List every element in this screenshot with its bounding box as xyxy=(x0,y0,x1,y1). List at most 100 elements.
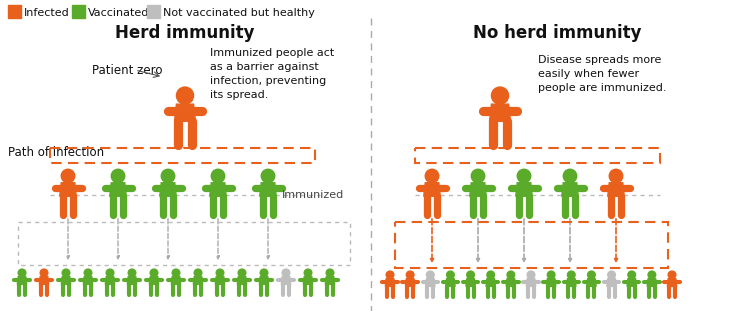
Circle shape xyxy=(260,269,268,277)
Circle shape xyxy=(128,269,136,277)
Polygon shape xyxy=(446,279,455,286)
Circle shape xyxy=(466,271,475,279)
Circle shape xyxy=(386,271,394,279)
Circle shape xyxy=(150,269,158,277)
Circle shape xyxy=(62,269,70,277)
Polygon shape xyxy=(171,277,181,284)
Bar xyxy=(415,148,660,163)
Text: Vaccinated: Vaccinated xyxy=(89,7,150,17)
Polygon shape xyxy=(175,104,196,121)
Circle shape xyxy=(172,269,180,277)
Polygon shape xyxy=(83,277,93,284)
Circle shape xyxy=(106,269,114,277)
Circle shape xyxy=(40,269,48,277)
Polygon shape xyxy=(110,183,126,196)
Circle shape xyxy=(18,269,26,277)
Polygon shape xyxy=(424,183,440,196)
Circle shape xyxy=(194,269,202,277)
Circle shape xyxy=(492,87,509,104)
Bar xyxy=(72,5,86,18)
Circle shape xyxy=(608,271,615,279)
Polygon shape xyxy=(607,279,616,286)
Polygon shape xyxy=(627,279,636,286)
Polygon shape xyxy=(469,183,487,196)
Polygon shape xyxy=(587,279,596,286)
Polygon shape xyxy=(260,183,276,196)
Polygon shape xyxy=(608,183,624,196)
Polygon shape xyxy=(106,277,115,284)
Polygon shape xyxy=(210,183,226,196)
Polygon shape xyxy=(39,277,48,284)
Circle shape xyxy=(648,271,655,279)
Circle shape xyxy=(568,271,575,279)
Text: No herd immunity: No herd immunity xyxy=(472,24,641,42)
Circle shape xyxy=(563,169,577,183)
Polygon shape xyxy=(237,277,247,284)
Circle shape xyxy=(446,271,455,279)
Circle shape xyxy=(588,271,595,279)
Bar xyxy=(50,148,315,163)
Polygon shape xyxy=(405,279,415,286)
Polygon shape xyxy=(17,277,27,284)
Text: Immunized: Immunized xyxy=(282,190,344,200)
Circle shape xyxy=(61,169,74,183)
Polygon shape xyxy=(506,279,516,286)
Circle shape xyxy=(326,269,334,277)
Polygon shape xyxy=(215,277,225,284)
Polygon shape xyxy=(516,183,532,196)
Circle shape xyxy=(112,169,125,183)
Text: Not vaccinated but healthy: Not vaccinated but healthy xyxy=(164,7,315,17)
Bar xyxy=(395,222,668,268)
Polygon shape xyxy=(60,183,76,196)
Circle shape xyxy=(517,169,530,183)
Polygon shape xyxy=(426,279,435,286)
Circle shape xyxy=(304,269,312,277)
Polygon shape xyxy=(562,183,578,196)
Circle shape xyxy=(282,269,290,277)
Circle shape xyxy=(261,169,275,183)
Text: Immunized people act
as a barrier against
infection, preventing
its spread.: Immunized people act as a barrier agains… xyxy=(210,48,334,100)
Circle shape xyxy=(84,269,92,277)
Circle shape xyxy=(548,271,555,279)
Circle shape xyxy=(668,271,676,279)
Circle shape xyxy=(527,271,535,279)
Circle shape xyxy=(426,169,439,183)
Circle shape xyxy=(161,169,175,183)
Bar xyxy=(147,5,161,18)
Polygon shape xyxy=(150,277,158,284)
Polygon shape xyxy=(490,104,510,121)
Circle shape xyxy=(238,269,246,277)
Polygon shape xyxy=(486,279,496,286)
Polygon shape xyxy=(667,279,677,286)
Text: Patient zero: Patient zero xyxy=(92,63,162,77)
Polygon shape xyxy=(546,279,556,286)
Polygon shape xyxy=(304,277,312,284)
Circle shape xyxy=(176,87,193,104)
Polygon shape xyxy=(567,279,576,286)
Polygon shape xyxy=(160,183,176,196)
Text: Disease spreads more
easily when fewer
people are immunized.: Disease spreads more easily when fewer p… xyxy=(538,55,667,93)
Text: Infected: Infected xyxy=(24,7,70,17)
Bar xyxy=(18,222,350,265)
Text: Path of infection: Path of infection xyxy=(8,146,104,159)
Circle shape xyxy=(507,271,515,279)
Circle shape xyxy=(406,271,414,279)
Text: Herd immunity: Herd immunity xyxy=(115,24,254,42)
Circle shape xyxy=(471,169,485,183)
Polygon shape xyxy=(260,277,269,284)
Polygon shape xyxy=(127,277,137,284)
Polygon shape xyxy=(281,277,291,284)
Polygon shape xyxy=(466,279,475,286)
Polygon shape xyxy=(325,277,335,284)
Circle shape xyxy=(609,169,623,183)
Circle shape xyxy=(426,271,434,279)
Circle shape xyxy=(211,169,225,183)
Polygon shape xyxy=(193,277,202,284)
Circle shape xyxy=(628,271,635,279)
Circle shape xyxy=(487,271,495,279)
Polygon shape xyxy=(526,279,536,286)
Bar xyxy=(8,5,21,18)
Polygon shape xyxy=(647,279,656,286)
Polygon shape xyxy=(61,277,71,284)
Circle shape xyxy=(217,269,224,277)
